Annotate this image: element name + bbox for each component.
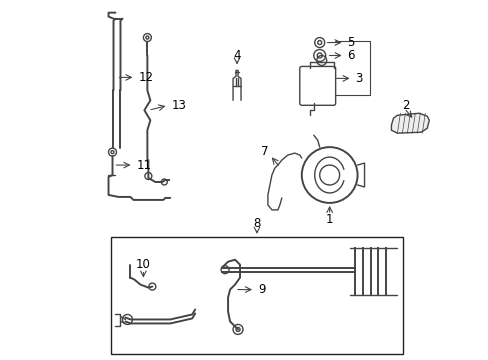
Text: 5: 5 <box>347 36 354 49</box>
FancyBboxPatch shape <box>299 67 335 105</box>
Polygon shape <box>390 113 428 133</box>
Text: 8: 8 <box>253 217 260 230</box>
Text: 11: 11 <box>136 158 151 172</box>
Text: 12: 12 <box>138 71 153 84</box>
Text: 13: 13 <box>171 99 186 112</box>
Bar <box>110 237 403 354</box>
Text: 6: 6 <box>347 49 354 62</box>
Text: 9: 9 <box>258 283 265 296</box>
Text: 2: 2 <box>402 99 409 112</box>
Text: 10: 10 <box>136 258 150 271</box>
Text: 1: 1 <box>325 213 333 226</box>
Text: 4: 4 <box>233 49 240 62</box>
Text: 7: 7 <box>261 145 268 158</box>
Text: 3: 3 <box>355 72 362 85</box>
